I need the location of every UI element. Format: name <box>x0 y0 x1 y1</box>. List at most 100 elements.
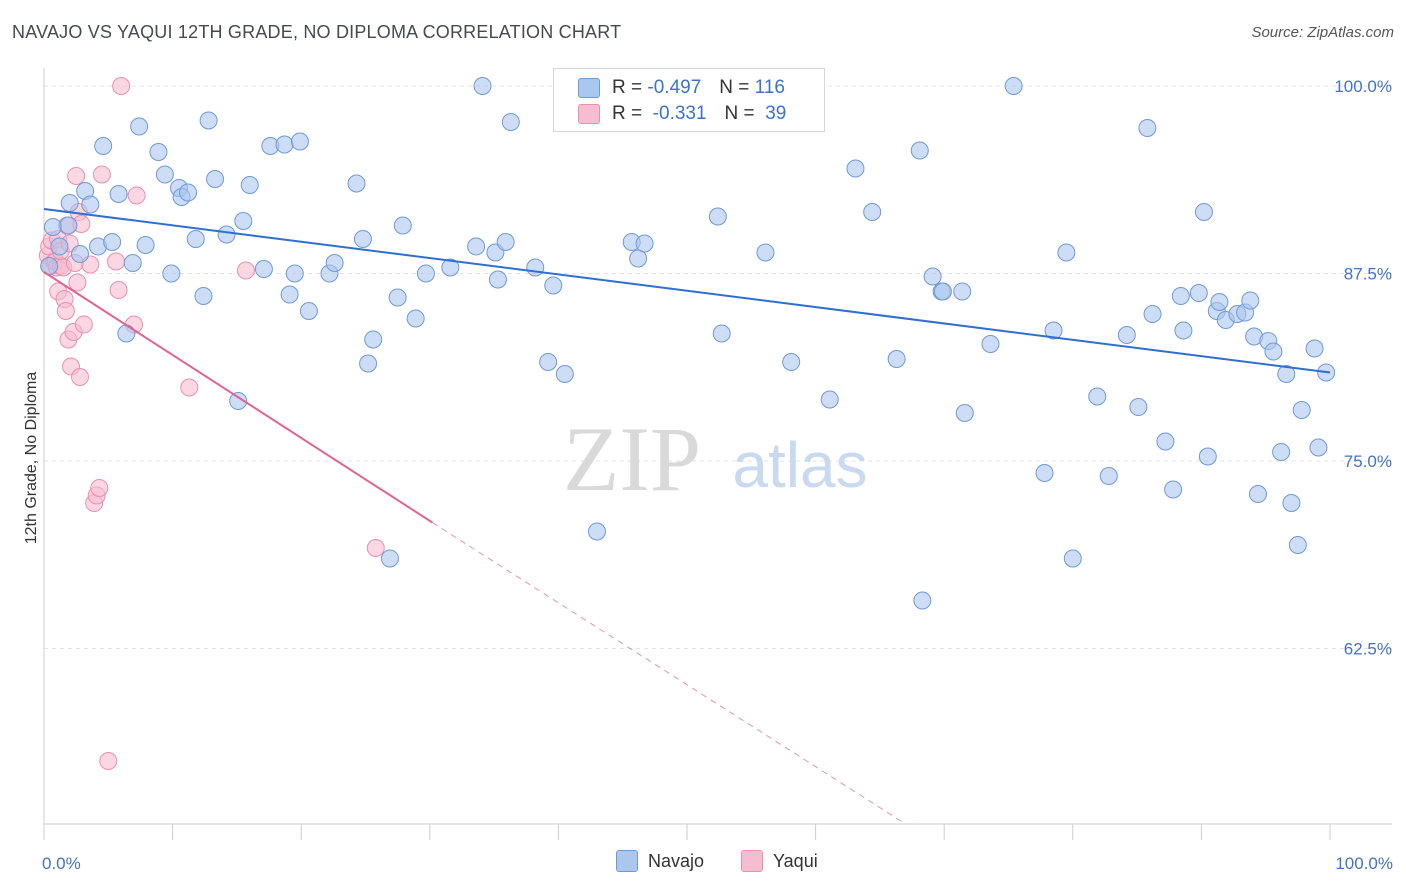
navajo-point <box>1272 443 1291 461</box>
navajo-point <box>1156 432 1175 451</box>
navajo-point <box>863 203 882 221</box>
navajo-point <box>1171 287 1190 305</box>
watermark-zip: ZIP <box>563 408 701 510</box>
navajo-point <box>1063 549 1082 568</box>
navajo-point <box>254 260 273 278</box>
navajo-n-label: N = <box>719 77 750 98</box>
navajo-point <box>1164 480 1183 499</box>
navajo-legend-swatch <box>616 850 638 872</box>
navajo-r-label: R = <box>612 77 643 98</box>
navajo-point <box>240 176 259 194</box>
yaqui-point <box>99 752 118 770</box>
navajo-point <box>136 236 155 254</box>
gridlines <box>44 85 1392 649</box>
navajo-point <box>1194 203 1213 221</box>
navajo-point <box>275 135 294 154</box>
y-tick-label: 75.0% <box>1344 452 1392 471</box>
navajo-point <box>149 143 168 161</box>
navajo-point <box>186 230 205 248</box>
navajo-point <box>1264 342 1283 361</box>
yaqui-point <box>92 165 111 184</box>
navajo-point <box>1004 77 1023 95</box>
navajo-legend-label: Navajo <box>648 850 705 871</box>
navajo-point <box>393 216 412 235</box>
navajo-n-value: 116 <box>754 77 785 98</box>
navajo-point <box>1288 536 1307 554</box>
navajo-trendline <box>43 208 1331 374</box>
yaqui-legend-label: Yaqui <box>773 850 818 871</box>
navajo-point <box>1282 494 1301 512</box>
navajo-point <box>94 137 113 155</box>
y-axis-label: 12th Grade, No Diploma <box>23 372 40 545</box>
navajo-point <box>488 270 507 289</box>
navajo-point <box>539 353 558 371</box>
yaqui-swatch <box>578 104 600 124</box>
navajo-point <box>981 335 1000 353</box>
navajo-point <box>1305 339 1324 358</box>
navajo-point <box>123 254 142 272</box>
yaqui-r-label: R = <box>612 103 643 124</box>
navajo-point <box>1198 447 1217 466</box>
navajo-point <box>782 353 801 371</box>
yaqui-point <box>366 539 385 557</box>
yaqui-point <box>236 261 255 280</box>
navajo-point <box>59 216 78 235</box>
x-tick-label: 0.0% <box>42 854 81 873</box>
navajo-point <box>234 212 253 230</box>
navajo-point <box>353 230 372 248</box>
watermark: ZIP atlas <box>563 408 868 510</box>
navajo-point <box>526 258 545 277</box>
navajo-point <box>364 330 383 349</box>
navajo-point <box>60 194 79 212</box>
navajo-point <box>155 165 174 184</box>
navajo-point <box>1117 326 1136 344</box>
navajo-point <box>923 267 942 286</box>
navajo-point <box>1138 119 1157 137</box>
navajo-point <box>708 207 727 226</box>
navajo-point <box>501 113 520 131</box>
yaqui-point <box>67 167 86 185</box>
axes <box>43 68 1392 840</box>
navajo-point <box>1088 387 1107 406</box>
navajo-point <box>1044 321 1063 340</box>
navajo-point <box>406 309 425 328</box>
legend-item-navajo[interactable]: Navajo <box>616 850 704 872</box>
navajo-point <box>347 174 366 193</box>
yaqui-point <box>74 315 93 334</box>
navajo-point <box>44 218 63 236</box>
navajo-point <box>1174 321 1193 340</box>
yaqui-point <box>107 252 126 271</box>
navajo-point <box>544 276 563 295</box>
legend-row-navajo: R = -0.497 N = 116 <box>578 76 785 100</box>
yaqui-n-label: N = <box>724 103 755 124</box>
navajo-point <box>1248 485 1267 503</box>
navajo-point <box>629 249 648 268</box>
navajo-point <box>1189 284 1208 302</box>
navajo-point <box>1057 243 1076 262</box>
navajo-point <box>416 264 435 283</box>
navajo-point <box>1099 467 1118 485</box>
navajo-point <box>130 117 149 136</box>
navajo-point <box>1143 305 1162 323</box>
navajo-point <box>380 549 399 568</box>
y-tick-label: 62.5% <box>1344 640 1392 659</box>
navajo-point <box>496 233 515 251</box>
navajo-point <box>117 324 136 343</box>
stats-legend: R = -0.497 N = 116 R = -0.331 N = 39 <box>553 68 825 132</box>
tick-labels: 62.5% 75.0% 87.5% 100.0% 0.0% 100.0% <box>42 77 1393 873</box>
legend-row-yaqui: R = -0.331 N = 39 <box>578 102 786 126</box>
navajo-point <box>467 237 486 256</box>
navajo-r-value: -0.497 <box>647 77 702 98</box>
navajo-point <box>299 302 318 320</box>
yaqui-point <box>71 368 90 386</box>
yaqui-point <box>90 479 109 497</box>
navajo-point <box>1292 401 1311 419</box>
navajo-point <box>179 183 198 202</box>
yaqui-point <box>109 281 128 299</box>
navajo-point <box>1241 291 1260 310</box>
navajo-point <box>846 159 865 178</box>
navajo-point <box>441 258 460 277</box>
yaqui-legend-swatch <box>741 850 763 872</box>
legend-item-yaqui[interactable]: Yaqui <box>741 850 818 872</box>
